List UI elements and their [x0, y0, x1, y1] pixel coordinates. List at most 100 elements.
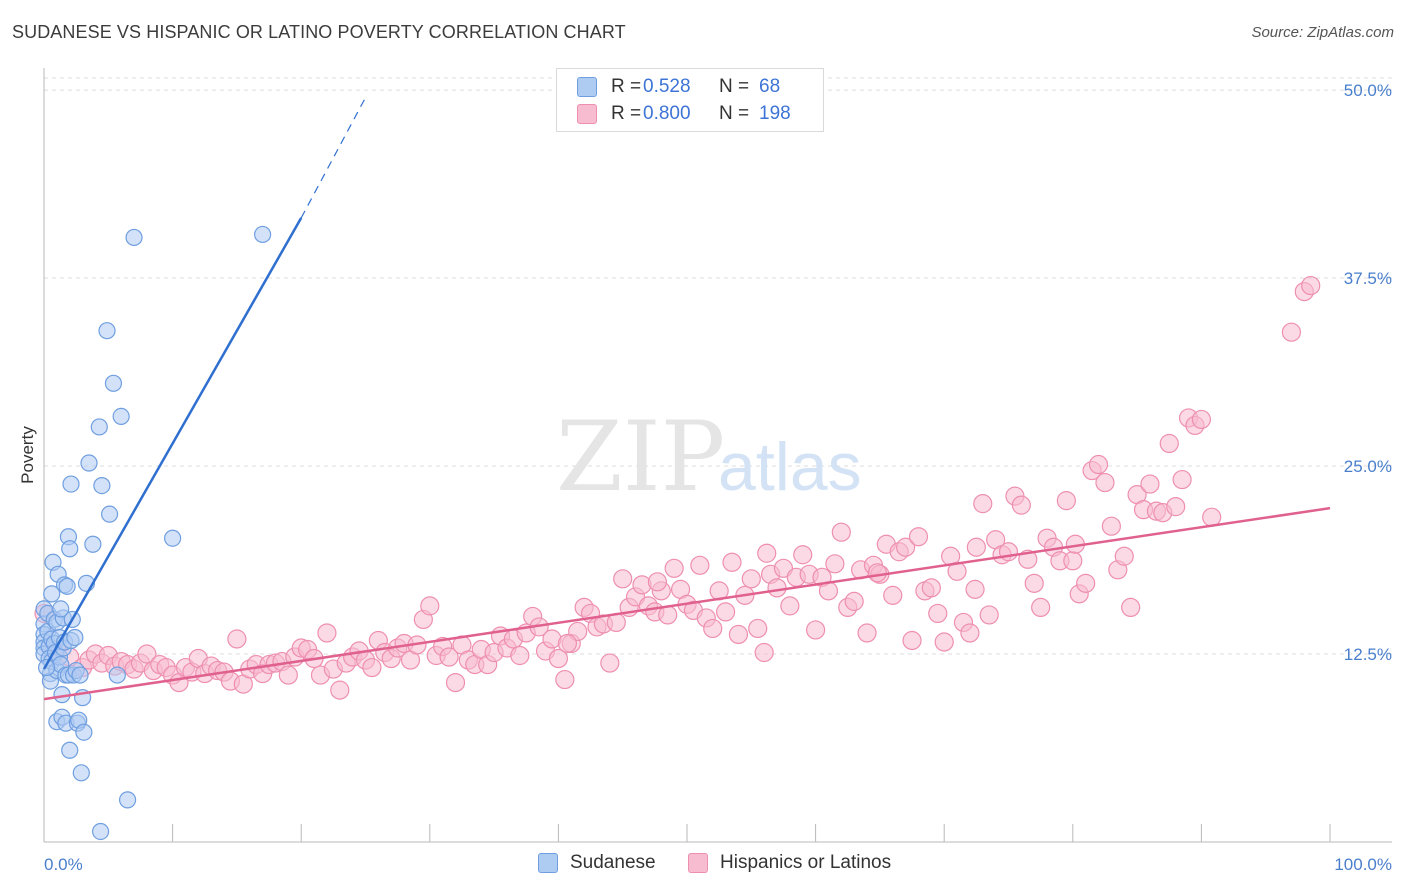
data-point-hispanic	[748, 618, 768, 639]
data-point-hispanic	[921, 578, 941, 598]
bottom-legend-hispanic[interactable]: Hispanics or Latinos	[688, 852, 891, 874]
data-point-hispanic	[1140, 474, 1160, 494]
trend-lines	[42, 97, 1331, 701]
x-tick-label-min: 0.0%	[44, 855, 83, 874]
y-tick-label: 50.0%	[1344, 81, 1392, 100]
data-point-sudanese	[254, 225, 272, 244]
data-point-hispanic	[600, 653, 620, 673]
data-point-sudanese	[98, 322, 116, 340]
watermark: ZIP atlas	[556, 401, 862, 513]
data-point-sudanese	[118, 791, 137, 809]
y-tick-label: 12.5%	[1344, 645, 1392, 664]
data-point-hispanic	[1202, 507, 1222, 527]
data-point-hispanic	[934, 632, 954, 652]
x-tick-label-max: 100.0%	[1334, 855, 1392, 874]
data-point-hispanic	[1281, 322, 1302, 342]
chart-title: SUDANESE VS HISPANIC OR LATINO POVERTY C…	[12, 22, 626, 42]
data-point-hispanic	[741, 569, 761, 589]
data-point-hispanic	[317, 623, 337, 643]
data-point-hispanic	[632, 575, 652, 595]
bottom-legend: Sudanese Hispanics or Latinos	[0, 852, 1406, 878]
data-point-hispanic	[1063, 551, 1083, 571]
data-point-hispanic	[831, 522, 851, 542]
data-point-sudanese	[61, 540, 79, 558]
series-hispanic-points	[34, 275, 1321, 700]
legend-r-value: 0.528	[643, 76, 691, 97]
legend-r-value: 0.800	[643, 103, 691, 124]
watermark-zip: ZIP	[556, 401, 725, 513]
bottom-legend-label-hispanic: Hispanics or Latinos	[720, 852, 892, 873]
data-point-sudanese	[125, 228, 143, 247]
data-point-hispanic	[1031, 597, 1051, 618]
legend-n-value: 68	[759, 76, 781, 97]
data-point-sudanese	[37, 658, 56, 677]
data-point-hispanic	[928, 603, 948, 624]
data-point-hispanic	[767, 578, 787, 598]
y-tick-label: 25.0%	[1344, 457, 1392, 476]
data-point-hispanic	[757, 543, 777, 563]
data-point-hispanic	[703, 618, 723, 639]
data-point-hispanic	[548, 648, 569, 669]
data-point-hispanic	[973, 494, 993, 514]
data-point-sudanese	[75, 723, 93, 741]
y-tick-labels: 12.5% 25.0% 37.5% 50.0%	[1344, 81, 1392, 664]
data-point-sudanese	[72, 764, 90, 782]
data-point-sudanese	[80, 454, 98, 472]
data-point-hispanic	[1121, 597, 1141, 618]
data-point-hispanic	[883, 585, 903, 605]
data-point-hispanic	[715, 602, 736, 622]
x-ticks	[43, 824, 1331, 842]
data-point-hispanic	[805, 620, 826, 640]
data-point-sudanese	[104, 374, 123, 392]
data-point-hispanic	[1101, 516, 1121, 536]
trendline-sudanese-extension	[300, 97, 367, 219]
series-sudanese-points	[35, 225, 272, 841]
bottom-legend-swatch-sudanese	[538, 853, 558, 873]
watermark-atlas: atlas	[718, 429, 862, 505]
data-point-hispanic	[908, 527, 929, 547]
data-point-hispanic	[227, 629, 247, 649]
data-point-hispanic	[857, 623, 877, 643]
data-point-hispanic	[902, 630, 922, 651]
bottom-legend-sudanese[interactable]: Sudanese	[538, 852, 656, 874]
data-point-hispanic	[137, 644, 157, 664]
data-point-hispanic	[1011, 495, 1031, 515]
data-point-hispanic	[690, 555, 710, 575]
data-point-sudanese	[91, 822, 110, 841]
trendline-hispanic	[43, 506, 1331, 701]
data-point-hispanic	[1301, 275, 1321, 296]
data-point-hispanic	[979, 605, 999, 625]
data-point-sudanese	[164, 529, 182, 547]
legend-swatch-sudanese	[577, 77, 597, 97]
axes	[43, 68, 1392, 843]
data-point-hispanic	[664, 558, 684, 578]
data-point-sudanese	[108, 666, 126, 684]
legend-row-hispanic: R = 0.800 N = 198	[577, 101, 791, 127]
legend-row-sudanese: R = 0.528 N = 68	[577, 74, 780, 100]
data-point-hispanic	[330, 680, 350, 700]
data-point-hispanic	[557, 633, 578, 654]
data-point-hispanic	[445, 672, 466, 693]
legend: R = 0.528 N = 68 R = 0.800 N = 198	[556, 68, 824, 132]
legend-n-label: N =	[719, 76, 750, 97]
legend-r-label: R =	[611, 103, 642, 124]
data-point-hispanic	[439, 647, 459, 667]
data-point-hispanic	[420, 596, 440, 616]
data-point-hispanic	[754, 642, 774, 663]
data-point-sudanese	[112, 407, 130, 426]
legend-n-label: N =	[719, 103, 750, 124]
data-point-hispanic	[867, 563, 887, 583]
data-point-hispanic	[844, 591, 864, 611]
legend-r-label: R =	[611, 76, 642, 97]
data-point-hispanic	[1159, 433, 1179, 454]
data-point-hispanic	[780, 596, 800, 616]
data-point-sudanese	[90, 418, 108, 436]
data-point-hispanic	[278, 665, 298, 685]
bottom-legend-label-sudanese: Sudanese	[570, 852, 656, 873]
data-point-hispanic	[1076, 573, 1096, 593]
bottom-legend-swatch-hispanic	[688, 853, 708, 873]
data-point-hispanic	[362, 657, 382, 678]
data-point-hispanic	[1088, 454, 1109, 475]
data-point-hispanic	[1024, 573, 1044, 593]
